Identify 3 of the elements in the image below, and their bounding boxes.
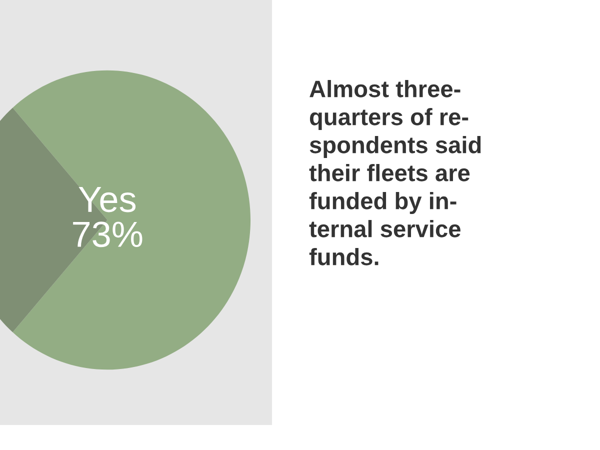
slice-label: Yes xyxy=(78,186,136,212)
text: Almost three- quarters of re- spondents said their fleets are funded by in- ternal service funds. xyxy=(309,80,481,266)
data-label: 73% xyxy=(73,222,142,248)
